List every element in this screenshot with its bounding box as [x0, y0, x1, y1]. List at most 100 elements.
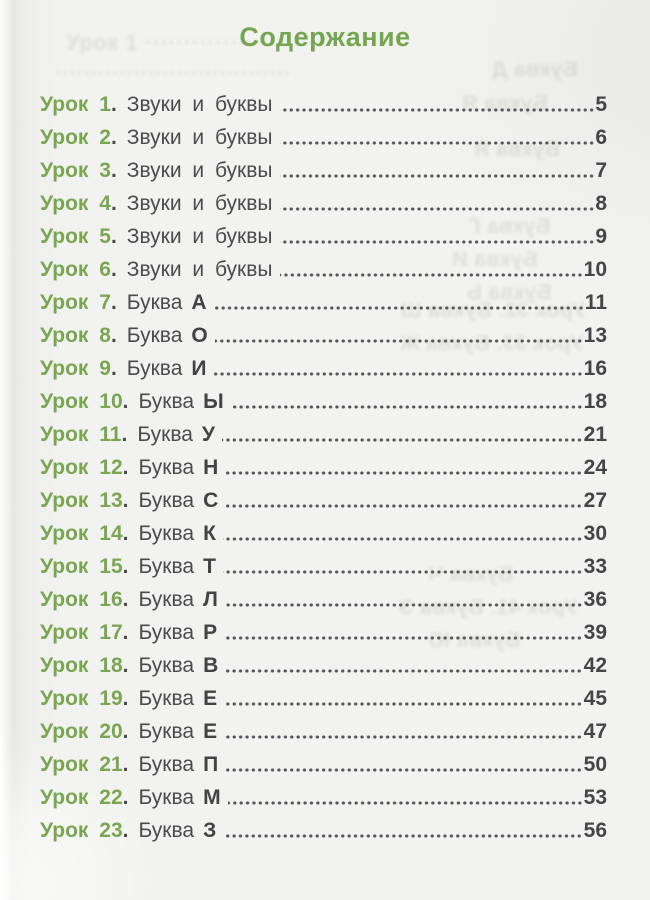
- lesson-number: Урок 3: [40, 159, 111, 182]
- lesson-number: Урок 22: [40, 786, 123, 809]
- toc-entry: Урок 20. Буква Е 47: [40, 711, 607, 744]
- toc-entry: Урок 3. Звуки и буквы 7: [40, 150, 607, 183]
- dot-leader: [279, 207, 595, 211]
- dot-leader: [213, 372, 583, 376]
- lesson-period: .: [110, 258, 117, 281]
- lesson-period: .: [110, 192, 117, 215]
- toc-entry: Урок 13. Буква С 27: [40, 480, 607, 513]
- dot-leader: [279, 240, 595, 244]
- dot-leader: [224, 702, 583, 706]
- dot-leader: [214, 339, 583, 343]
- entry-title: Звуки и буквы: [126, 225, 273, 248]
- page-number: 16: [583, 357, 607, 380]
- dot-leader: [222, 438, 583, 442]
- page-number: 24: [583, 456, 607, 479]
- page-number: 30: [583, 522, 607, 545]
- lesson-number: Урок 15: [40, 555, 123, 578]
- toc-entry: Урок 18. Буква В 42: [40, 645, 607, 678]
- dot-leader: [222, 570, 583, 574]
- lesson-period: .: [122, 786, 129, 809]
- lesson-period: .: [122, 489, 129, 512]
- lesson-number: Урок 8: [40, 324, 111, 347]
- dot-leader: [225, 504, 583, 508]
- lesson-period: .: [122, 588, 129, 611]
- page-number: 13: [583, 324, 607, 347]
- lesson-period: .: [110, 225, 117, 248]
- page-title: Содержание: [239, 22, 411, 52]
- lesson-number: Урок 9: [40, 357, 111, 380]
- page-number: 42: [583, 654, 607, 677]
- lesson-period: .: [110, 324, 117, 347]
- entry-letter: Е: [203, 687, 218, 710]
- lesson-number: Урок 4: [40, 192, 111, 215]
- entry-title: Звуки и буквы: [126, 258, 273, 281]
- toc-entry: Урок 11. Буква У 21: [40, 414, 607, 447]
- entry-title: Буква: [137, 423, 193, 446]
- entry-letter: П: [203, 753, 219, 776]
- page-number: 10: [583, 258, 607, 281]
- entry-title: Буква: [138, 390, 195, 413]
- entry-title: Буква: [138, 819, 195, 842]
- toc-entry: Урок 19. Буква Е 45: [40, 678, 607, 711]
- page-number: 56: [583, 819, 607, 842]
- lesson-number: Урок 18: [40, 654, 123, 677]
- toc-entry: Урок 21. Буква П 50: [40, 744, 607, 777]
- dot-leader: [227, 801, 583, 805]
- dot-leader: [224, 636, 583, 640]
- page-number: 39: [583, 621, 607, 644]
- lesson-period: .: [110, 93, 117, 116]
- lesson-period: .: [122, 654, 129, 677]
- entry-letter: З: [203, 819, 217, 842]
- page-number: 11: [584, 291, 607, 314]
- lesson-number: Урок 11: [40, 423, 122, 446]
- lesson-number: Урок 14: [40, 522, 123, 545]
- lesson-number: Урок 17: [40, 621, 123, 644]
- page-number: 36: [583, 588, 607, 611]
- toc-entry: Урок 17. Буква Р 39: [40, 612, 607, 645]
- toc-entry: Урок 4. Звуки и буквы 8: [40, 183, 607, 216]
- entry-title: Буква: [138, 522, 195, 545]
- dot-leader: [279, 141, 595, 145]
- lesson-number: Урок 7: [40, 291, 111, 314]
- lesson-period: .: [110, 291, 117, 314]
- entry-letter: Н: [203, 456, 219, 479]
- lesson-number: Урок 1: [40, 93, 111, 116]
- lesson-period: .: [110, 126, 117, 149]
- entry-letter: А: [191, 291, 207, 314]
- lesson-period: .: [122, 720, 129, 743]
- toc-entry: Урок 16. Буква Л 36: [40, 579, 607, 612]
- page-number: 47: [583, 720, 607, 743]
- entry-letter: С: [203, 489, 219, 512]
- dot-leader: [225, 471, 583, 475]
- entry-letter: В: [203, 654, 219, 677]
- toc-entry: Урок 9. Буква И 16: [40, 348, 607, 381]
- entry-title: Буква: [138, 720, 195, 743]
- toc-entry: Урок 14. Буква К 30: [40, 513, 607, 546]
- lesson-period: .: [122, 819, 129, 842]
- toc-list: Урок 1. Звуки и буквы 5 Урок 2. Звуки и …: [40, 84, 607, 843]
- entry-title: Буква: [138, 588, 195, 611]
- toc-entry: Урок 7. Буква А 11: [40, 282, 607, 315]
- lesson-period: .: [122, 456, 129, 479]
- page-number: 6: [595, 126, 607, 149]
- entry-letter: Л: [203, 588, 218, 611]
- toc-entry: Урок 2. Звуки и буквы 6: [40, 117, 607, 150]
- lesson-number: Урок 16: [40, 588, 123, 611]
- lesson-period: .: [110, 159, 117, 182]
- toc-entry: Урок 8. Буква О 13: [40, 315, 607, 348]
- dot-leader: [224, 735, 583, 739]
- entry-title: Буква: [126, 291, 183, 314]
- entry-title: Буква: [138, 687, 195, 710]
- entry-letter: Р: [203, 621, 218, 644]
- entry-letter: Е: [203, 720, 218, 743]
- dot-leader: [279, 273, 583, 277]
- toc-entry: Урок 1. Звуки и буквы 5: [40, 84, 607, 117]
- lesson-number: Урок 21: [40, 753, 123, 776]
- toc-entry: Урок 12. Буква Н 24: [40, 447, 607, 480]
- dot-leader: [279, 174, 595, 178]
- dot-leader: [213, 306, 584, 310]
- dot-leader: [222, 537, 583, 541]
- entry-title: Звуки и буквы: [126, 126, 273, 149]
- entry-title: Буква: [138, 786, 195, 809]
- dot-leader: [230, 405, 583, 409]
